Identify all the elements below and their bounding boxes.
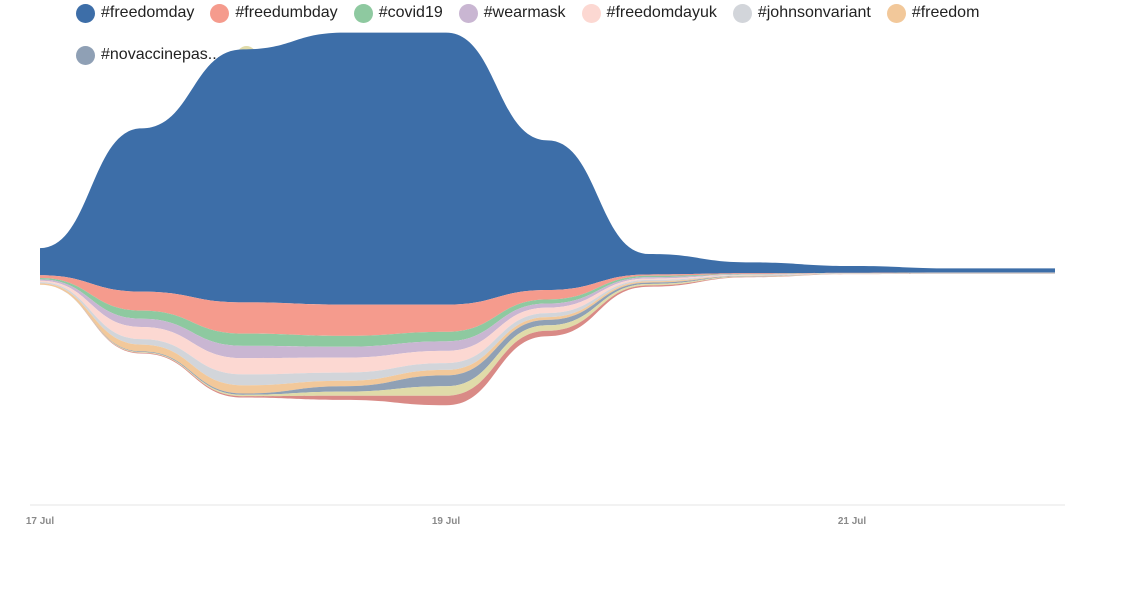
legend-item[interactable]: #freedom <box>886 3 980 23</box>
legend-label: #freedom <box>911 4 980 21</box>
legend-label: #freedomday <box>101 4 195 21</box>
stream-layer[interactable] <box>40 272 1055 336</box>
legend-swatch <box>76 45 95 65</box>
legend-swatch <box>76 3 95 23</box>
x-tick-label: 19 Jul <box>432 516 461 527</box>
stream-layer[interactable] <box>40 32 1055 305</box>
legend-swatch <box>581 3 601 23</box>
legend-item[interactable]: #covid19 <box>353 3 443 23</box>
x-tick-label: 17 Jul <box>26 516 55 527</box>
legend-swatch <box>353 3 373 23</box>
legend-item[interactable]: #wearmask <box>458 3 566 23</box>
legend-label: #freedumbday <box>235 4 338 21</box>
legend-item[interactable]: #freedomday <box>76 3 195 23</box>
legend-row-1: #freedomday #freedumbday #covid19 #wearmask… <box>76 2 1116 24</box>
legend-label: #covid19 <box>378 4 443 21</box>
legend-swatch <box>458 3 478 23</box>
legend-label: #wearmask <box>483 4 566 21</box>
x-axis-ticks: 17 Jul 19 Jul 21 Jul <box>26 516 867 527</box>
legend-swatch <box>886 3 906 23</box>
legend-label: #johnsonvariant <box>757 4 871 21</box>
legend-label: #freedomdayuk <box>606 4 717 21</box>
legend-item[interactable]: #freedumbday <box>210 3 338 23</box>
legend-item[interactable]: #johnsonvariant <box>732 3 871 23</box>
legend-item[interactable]: #novaccinepas... <box>76 45 222 65</box>
stream-layers <box>40 32 1055 406</box>
legend-label: #novaccinepas... <box>101 46 222 63</box>
legend-swatch <box>732 3 752 23</box>
legend-item[interactable]: #freedomdayuk <box>581 3 717 23</box>
x-tick-label: 21 Jul <box>838 516 867 527</box>
legend-swatch <box>210 3 230 23</box>
